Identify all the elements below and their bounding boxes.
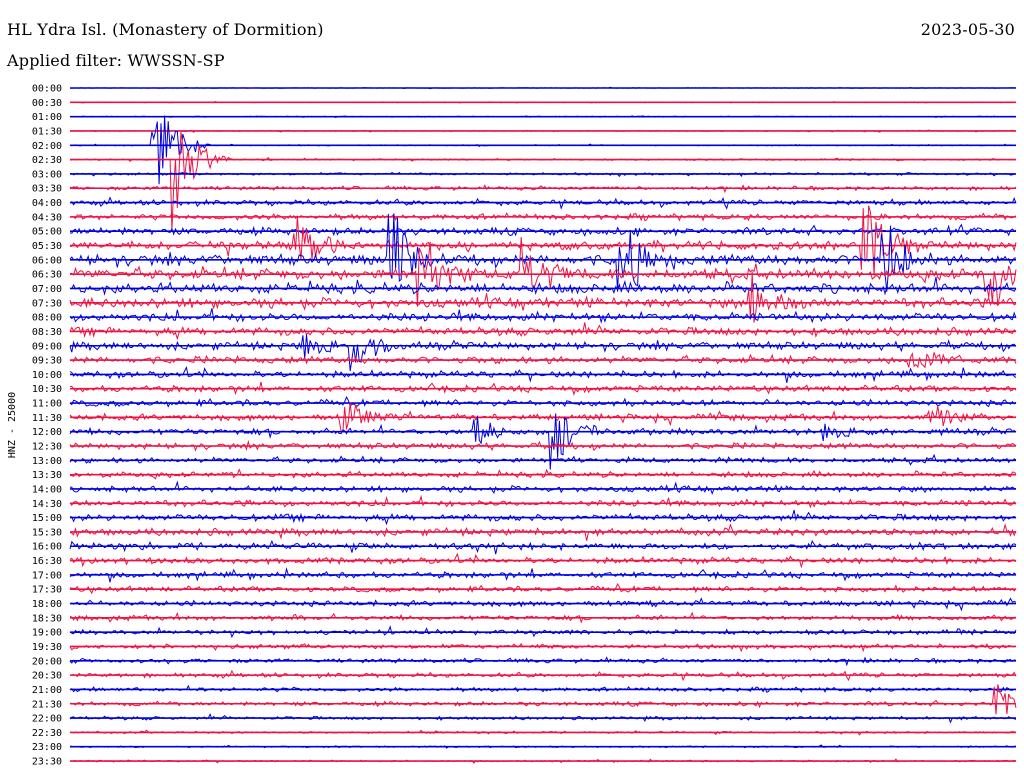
- trace-line: [69, 322, 1017, 341]
- tick-label-group: 00:00 00:30 01:00 01:30 02:00 02:30 03:00 03:30…: [32, 84, 62, 768]
- tick-label: 11:30: [32, 413, 62, 424]
- tick-label: 03:00: [32, 169, 62, 180]
- tick-label: 21:30: [32, 699, 62, 710]
- tick-label: 10:00: [32, 370, 62, 381]
- tick-label: 13:00: [32, 456, 62, 467]
- tick-label: 01:30: [32, 126, 62, 137]
- tick-label: 05:30: [32, 241, 62, 252]
- tick-label: 08:00: [32, 313, 62, 324]
- trace-line: [69, 494, 1017, 509]
- tick-label: 15:00: [32, 513, 62, 524]
- tick-label: 20:00: [32, 656, 62, 667]
- filter-label: Applied filter: WWSSN-SP: [7, 51, 225, 70]
- trace-line: [69, 642, 1017, 653]
- tick-label: 19:00: [32, 628, 62, 639]
- tick-label: 10:30: [32, 384, 62, 395]
- tick-label: 06:30: [32, 270, 62, 281]
- trace-line: [69, 539, 1017, 555]
- tick-label: 17:30: [32, 585, 62, 596]
- trace-line: [69, 276, 1017, 296]
- tick-label: 11:00: [32, 399, 62, 410]
- tick-label: 07:30: [32, 298, 62, 309]
- trace-line: [69, 334, 1017, 372]
- tick-label: 04:30: [32, 212, 62, 223]
- tick-label: 12:30: [32, 442, 62, 453]
- tick-label: 15:30: [32, 527, 62, 538]
- trace-group: [69, 86, 1017, 764]
- tick-label: 20:30: [32, 671, 62, 682]
- tick-label: 12:00: [32, 427, 62, 438]
- tick-label: 07:00: [32, 284, 62, 295]
- tick-label: 01:00: [32, 112, 62, 123]
- tick-label: 05:00: [32, 227, 62, 238]
- tick-label: 04:00: [32, 198, 62, 209]
- tick-label: 23:00: [32, 742, 62, 753]
- trace-line: [69, 396, 1017, 408]
- trace-line: [69, 213, 1017, 292]
- tick-label: 06:00: [32, 255, 62, 266]
- tick-label: 02:30: [32, 155, 62, 166]
- tick-label: 02:00: [32, 141, 62, 152]
- tick-label: 21:00: [32, 685, 62, 696]
- trace-line: [69, 308, 1017, 324]
- tick-label: 17:00: [32, 570, 62, 581]
- tick-label: 14:30: [32, 499, 62, 510]
- tick-label: 08:30: [32, 327, 62, 338]
- tick-label: 09:00: [32, 341, 62, 352]
- tick-label: 19:30: [32, 642, 62, 653]
- tick-label: 18:30: [32, 613, 62, 624]
- tick-label: 00:30: [32, 98, 62, 109]
- trace-line: [69, 131, 1017, 231]
- tick-label: 18:00: [32, 599, 62, 610]
- tick-label: 16:00: [32, 542, 62, 553]
- y-axis-label: HNZ - 25000: [7, 392, 18, 458]
- trace-line: [69, 236, 1017, 307]
- tick-label: 14:00: [32, 484, 62, 495]
- trace-line: [69, 480, 1017, 496]
- tick-label: 16:30: [32, 556, 62, 567]
- tick-label: 13:30: [32, 470, 62, 481]
- station-title: HL Ydra Isl. (Monastery of Dormition): [7, 20, 324, 39]
- tick-label: 22:00: [32, 714, 62, 725]
- tick-label: 22:30: [32, 728, 62, 739]
- trace-line: [69, 271, 1017, 323]
- trace-line: [69, 523, 1017, 541]
- date-label: 2023-05-30: [920, 20, 1015, 39]
- tick-label: 00:00: [32, 84, 62, 95]
- tick-label: 03:30: [32, 184, 62, 195]
- tick-label: 09:30: [32, 356, 62, 367]
- tick-label: 23:30: [32, 757, 62, 768]
